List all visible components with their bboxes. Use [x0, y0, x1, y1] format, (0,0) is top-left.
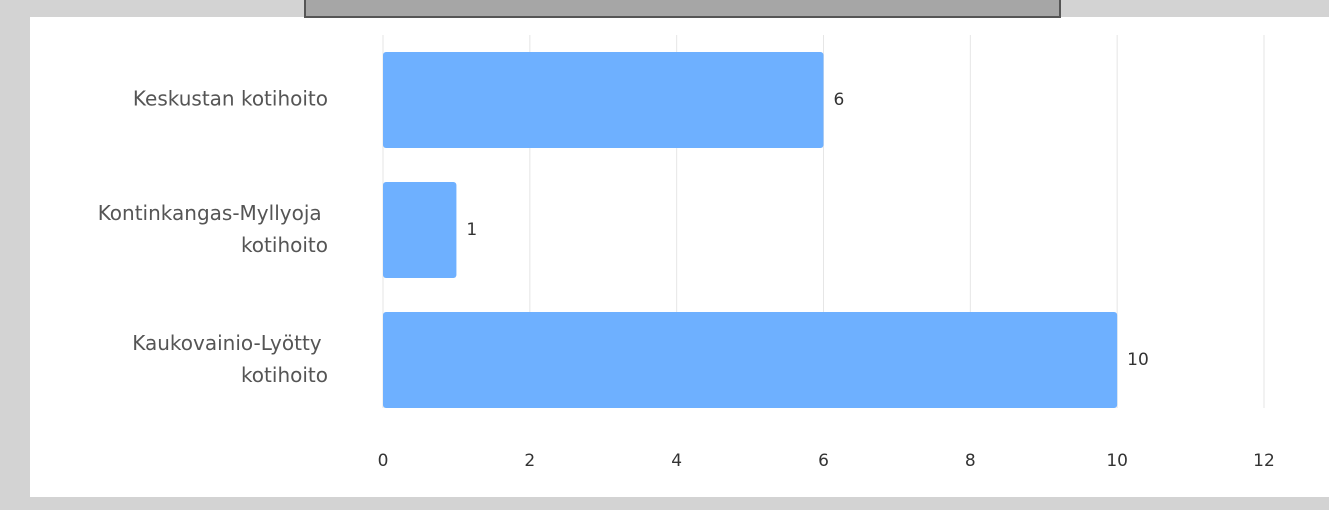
y-tick-label: Keskustan kotihoito — [133, 87, 328, 111]
value-label: 6 — [834, 90, 845, 110]
bar — [383, 312, 1118, 408]
value-label: 10 — [1127, 350, 1149, 370]
x-tick-label: 8 — [965, 451, 976, 471]
bar — [383, 52, 824, 148]
x-tick-label: 4 — [671, 451, 682, 471]
x-tick-label: 10 — [1106, 451, 1128, 471]
title-box — [304, 0, 1061, 18]
x-tick-label: 2 — [524, 451, 535, 471]
x-tick-label: 0 — [378, 451, 389, 471]
value-label: 1 — [466, 220, 477, 240]
x-tick-label: 12 — [1253, 451, 1275, 471]
y-tick-label: Kontinkangas-Myllyoja kotihoito — [98, 201, 328, 257]
x-tick-label: 6 — [818, 451, 829, 471]
bar — [383, 182, 457, 278]
y-tick-label: Kaukovainio-Lyötty kotihoito — [132, 331, 328, 387]
